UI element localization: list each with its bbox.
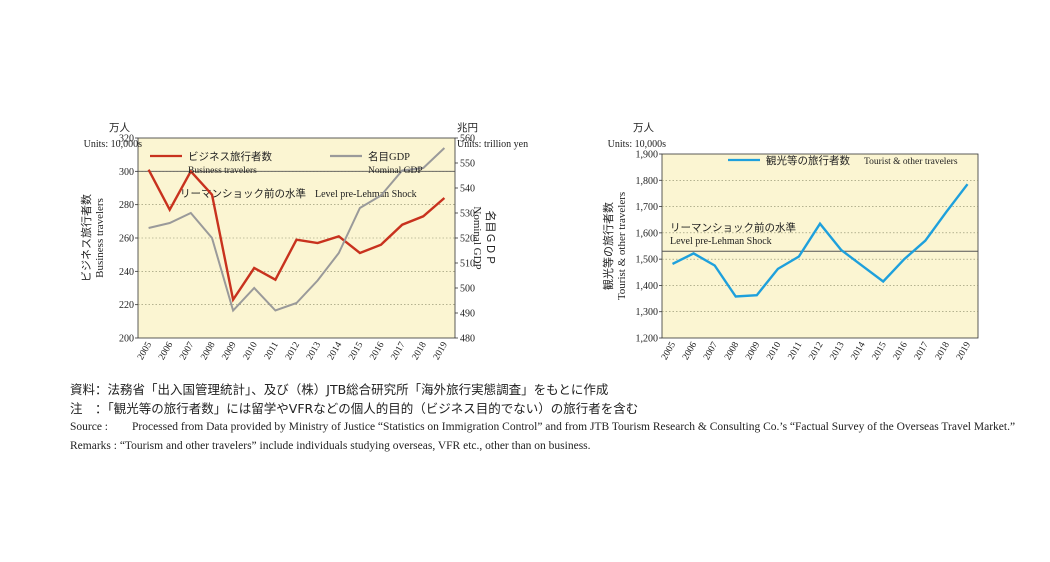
right-reference-label-ja: リーマンショック前の水準 [670, 221, 796, 234]
right-x-tick-label: 2011 [787, 340, 805, 361]
right-x-tick-label: 2013 [829, 340, 847, 362]
remarks-ja: 注 ：「観光等の旅行者数」には留学やVFRなどの個人的目的（ビジネス目的でない）… [70, 399, 1030, 418]
left-x-tick-label: 2009 [221, 340, 239, 362]
right-x-tick-label: 2010 [765, 340, 783, 362]
source-en-label: Source : [70, 421, 109, 433]
right-x-tick-label: 2005 [660, 340, 678, 362]
left-y2-unit-ja: 兆円 [457, 122, 478, 134]
left-y2-tick-label: 490 [460, 309, 475, 320]
source-en: Source : Processed from Data provided by … [70, 418, 1030, 437]
remarks-en-label: Remarks : [70, 440, 117, 452]
right-x-tick-label: 2008 [723, 340, 741, 362]
right-y-tick-label: 1,300 [636, 307, 659, 318]
right-y-unit-ja: 万人 [633, 122, 654, 134]
right-plot-area [661, 153, 979, 339]
right-series-line-0 [671, 183, 969, 298]
left-x-tick-label: 2008 [199, 340, 217, 362]
remarks-ja-text: 「観光等の旅行者数」には留学やVFRなどの個人的目的（ビジネス目的でない）の旅行… [107, 401, 639, 416]
right-legend-label-ja-0: 観光等の旅行者数 [766, 154, 850, 167]
left-legend-label-en-0: Business travelers [188, 166, 257, 176]
left-y2-tick-label: 550 [460, 159, 475, 170]
right-x-tick-label: 2019 [955, 340, 973, 362]
tourist-travelers-chart: 1,200 1,300 1,400 1,500 1,600 1,700 1,800 1,900… [601, 122, 979, 362]
left-legend-label-ja-1: 名目GDP [368, 150, 410, 163]
left-y-tick-label: 280 [119, 200, 134, 211]
source-en-text: Processed from Data provided by Ministry… [132, 421, 1016, 433]
left-y-tick-label: 260 [119, 234, 134, 245]
right-y-tick-label: 1,200 [636, 334, 659, 345]
left-y2-tick-label: 510 [460, 259, 475, 270]
right-y-tick-label: 1,600 [636, 228, 659, 239]
right-legend-label-en-0: Tourist & other travelers [864, 157, 958, 167]
left-x-tick-label: 2012 [284, 340, 302, 362]
right-x-tick-label: 2009 [744, 340, 762, 362]
left-y-tick-label: 320 [119, 134, 134, 145]
left-x-tick-label: 2005 [136, 340, 154, 362]
chart-notes: 資料：法務省「出入国管理統計」、及び（株）JTB総合研究所「海外旅行実態調査」を… [70, 380, 1030, 456]
left-x-tick-label: 2011 [263, 340, 281, 361]
right-y-unit-en: Units: 10,000s [608, 139, 666, 150]
remarks-ja-label: 注 ： [70, 401, 108, 416]
right-x-tick-label: 2016 [892, 340, 910, 362]
left-x-tick-label: 2010 [242, 340, 260, 362]
right-x-tick-label: 2015 [871, 340, 889, 362]
left-y2-title-en: Nominal GDP [471, 206, 483, 269]
left-y2-tick-label: 530 [460, 209, 475, 220]
left-x-tick-label: 2017 [390, 340, 408, 362]
left-legend-label-ja-0: ビジネス旅行者数 [188, 150, 272, 163]
left-x-tick-label: 2015 [347, 340, 365, 362]
right-x-tick-label: 2006 [681, 340, 699, 362]
left-y2-unit-en: Units: trillion yen [457, 139, 528, 150]
right-x-tick-label: 2018 [934, 340, 952, 362]
left-reference-label-en: Level pre-Lehman Shock [315, 189, 417, 200]
left-x-tick-label: 2007 [178, 340, 196, 362]
left-x-tick-label: 2016 [368, 340, 386, 362]
business-travelers-chart: 200 220 240 260 280 300 320 480 490 500 510 520 530 5… [79, 122, 528, 362]
right-y-title-en: Tourist & other travelers [616, 192, 628, 300]
left-series-line-1 [148, 147, 446, 313]
left-x-tick-label: 2019 [432, 340, 450, 362]
right-y-tick-label: 1,400 [636, 281, 659, 292]
left-x-tick-label: 2006 [157, 340, 175, 362]
left-y2-tick-label: 520 [460, 234, 475, 245]
left-y2-tick-label: 480 [460, 334, 475, 345]
remarks-en: Remarks : “Tourism and other travelers” … [70, 437, 1030, 456]
left-y-tick-label: 220 [119, 300, 134, 311]
left-legend-label-en-1: Nominal GDP [368, 166, 423, 176]
right-y-tick-label: 1,800 [636, 176, 659, 187]
left-y-tick-label: 240 [119, 267, 134, 278]
left-x-tick-label: 2014 [326, 340, 344, 362]
right-y-tick-label: 1,900 [636, 150, 659, 161]
right-reference-label-en: Level pre-Lehman Shock [670, 236, 772, 247]
left-y2-tick-label: 500 [460, 284, 475, 295]
left-y2-tick-label: 560 [460, 134, 475, 145]
left-y-tick-label: 200 [119, 334, 134, 345]
source-ja: 資料：法務省「出入国管理統計」、及び（株）JTB総合研究所「海外旅行実態調査」を… [70, 380, 1030, 399]
left-y-tick-label: 300 [119, 167, 134, 178]
left-y-title-ja: ビジネス旅行者数 [79, 194, 93, 282]
right-y-tick-label: 1,500 [636, 255, 659, 266]
left-x-tick-label: 2013 [305, 340, 323, 362]
right-x-tick-label: 2012 [807, 340, 825, 362]
right-x-tick-label: 2014 [850, 340, 868, 362]
right-x-tick-label: 2017 [913, 340, 931, 362]
left-y2-tick-label: 540 [460, 184, 475, 195]
right-y-title-ja: 観光等の旅行者数 [601, 202, 615, 290]
right-x-tick-label: 2007 [702, 340, 720, 362]
left-y-unit-ja: 万人 [109, 122, 130, 134]
left-y-unit-en: Units: 10,000s [84, 139, 142, 150]
right-y-tick-label: 1,700 [636, 202, 659, 213]
remarks-en-text: “Tourism and other travelers” include in… [119, 440, 591, 452]
source-ja-label: 資料： [70, 382, 108, 397]
left-reference-label-ja: リーマンショック前の水準 [180, 187, 306, 200]
left-y-title-en: Business travelers [94, 198, 106, 278]
left-y2-title-ja: 名目ＧＤＰ [484, 211, 498, 266]
left-series-line-0 [147, 169, 446, 303]
left-x-tick-label: 2018 [411, 340, 429, 362]
source-ja-text: 法務省「出入国管理統計」、及び（株）JTB総合研究所「海外旅行実態調査」をもとに… [107, 382, 609, 397]
